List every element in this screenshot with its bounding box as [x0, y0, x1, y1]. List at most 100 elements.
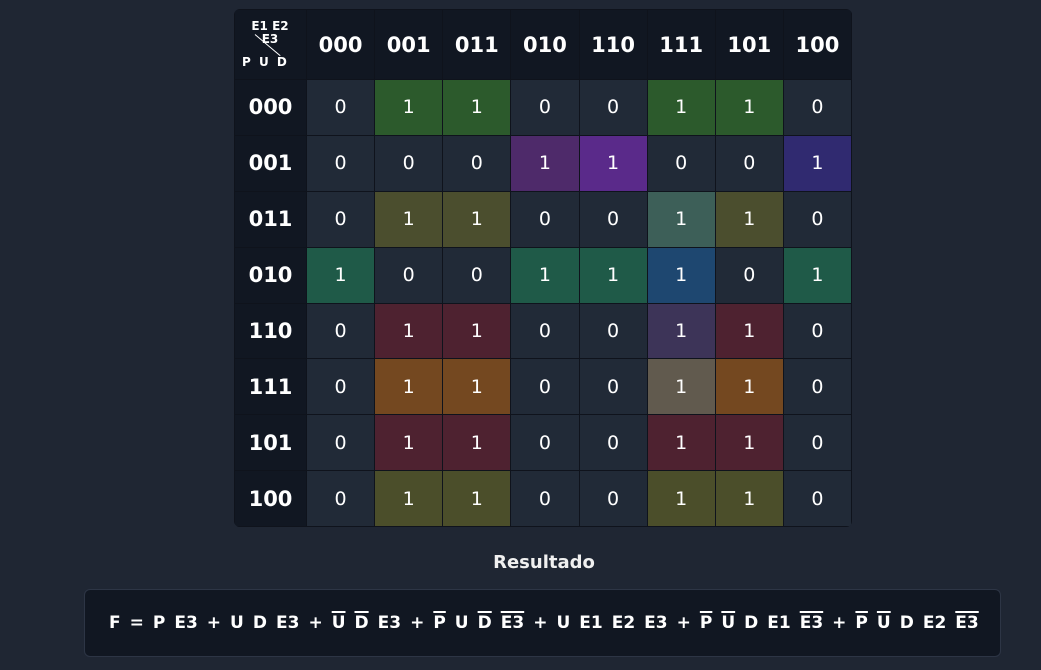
kmap-cell: 1 [646, 246, 716, 304]
kmap-cell: 1 [510, 134, 580, 192]
expression-term: = [129, 613, 144, 633]
expression-term: E2 [611, 613, 636, 633]
karnaugh-map: E1 E2 E3 P U D 000 001 011 010 110 111 101 100 … [234, 9, 852, 527]
kmap-cell: 1 [510, 246, 580, 304]
kmap-cell: 1 [442, 414, 512, 472]
negated-term: D [477, 613, 492, 633]
expression-term: + [410, 613, 425, 633]
expression-term: E3 [174, 613, 198, 633]
kmap-cell: 0 [510, 79, 580, 136]
column-header: 110 [578, 9, 648, 80]
kmap-cell: 0 [578, 414, 648, 472]
karnaugh-body: 000 0 1 1 0 0 1 1 0 001 0 0 0 1 1 0 0 1 011 0 1 1 0 0 1 1 0 010 1 0 0 1… [234, 79, 852, 527]
kmap-cell: 0 [646, 134, 716, 192]
kmap-cell: 0 [714, 134, 784, 192]
kmap-cell: 0 [578, 302, 648, 360]
row-header: 100 [234, 470, 307, 527]
expression-term: D [252, 613, 267, 633]
kmap-cell: 1 [646, 470, 716, 527]
kmap-cell: 1 [714, 79, 784, 136]
kmap-cell: 0 [714, 246, 784, 304]
kmap-cell: 1 [714, 190, 784, 248]
kmap-row: 111 0 1 1 0 0 1 1 0 [234, 358, 852, 416]
kmap-cell: 0 [305, 134, 376, 192]
kmap-cell: 0 [782, 79, 852, 136]
kmap-cell: 1 [714, 470, 784, 527]
kmap-cell: 0 [305, 79, 376, 136]
kmap-cell: 1 [442, 302, 512, 360]
kmap-cell: 1 [578, 134, 648, 192]
kmap-cell: 1 [646, 79, 716, 136]
kmap-cell: 1 [374, 190, 444, 248]
kmap-cell: 0 [305, 358, 376, 416]
kmap-cell: 1 [442, 470, 512, 527]
kmap-cell: 0 [374, 246, 444, 304]
corner-header: E1 E2 E3 P U D [234, 9, 307, 80]
negated-term: E3 [955, 613, 979, 633]
kmap-cell: 1 [305, 246, 376, 304]
corner-column-variables: E1 E2 E3 [251, 19, 289, 46]
kmap-row: 010 1 0 0 1 1 1 0 1 [234, 246, 852, 304]
negated-term: E3 [500, 613, 525, 633]
expression-term: P [152, 613, 166, 633]
kmap-cell: 1 [646, 190, 716, 248]
column-header: 011 [442, 9, 512, 80]
kmap-cell: 0 [305, 470, 376, 527]
kmap-cell: 0 [782, 358, 852, 416]
kmap-cell: 0 [442, 134, 512, 192]
kmap-cell: 0 [578, 190, 648, 248]
kmap-cell: 0 [305, 190, 376, 248]
expression-term: U [556, 613, 571, 633]
expression-term: E1 [579, 613, 603, 633]
kmap-row: 110 0 1 1 0 0 1 1 0 [234, 302, 852, 360]
kmap-cell: 1 [374, 302, 444, 360]
kmap-cell: 1 [646, 302, 716, 360]
kmap-cell: 1 [782, 134, 852, 192]
kmap-cell: 0 [305, 302, 376, 360]
row-header: 000 [234, 79, 307, 136]
kmap-cell: 0 [782, 302, 852, 360]
negated-term: U [876, 613, 891, 633]
expression-term: D [899, 613, 914, 633]
negated-term: U [721, 613, 736, 633]
expression-term: U [454, 613, 469, 633]
kmap-cell: 1 [714, 302, 784, 360]
column-header: 010 [510, 9, 580, 80]
column-header-row: E1 E2 E3 P U D 000 001 011 010 110 111 101 100 [234, 9, 852, 80]
expression-term: E3 [377, 613, 402, 633]
expression-term: E2 [922, 613, 947, 633]
expression-term: + [206, 613, 222, 633]
column-header: 100 [782, 9, 852, 80]
kmap-cell: 1 [374, 470, 444, 527]
expression-term: + [533, 613, 548, 633]
kmap-cell: 0 [510, 190, 580, 248]
kmap-cell: 1 [782, 246, 852, 304]
kmap-cell: 1 [646, 358, 716, 416]
expression-term: E3 [644, 613, 668, 633]
kmap-row: 100 0 1 1 0 0 1 1 0 [234, 470, 852, 527]
kmap-row: 011 0 1 1 0 0 1 1 0 [234, 190, 852, 248]
row-header: 010 [234, 246, 307, 304]
expression-term: F [109, 613, 121, 633]
kmap-cell: 0 [510, 470, 580, 527]
column-header: 000 [305, 9, 376, 80]
row-header: 111 [234, 358, 307, 416]
expression-term: + [676, 613, 691, 633]
expression-term: U [230, 613, 244, 633]
kmap-cell: 1 [714, 414, 784, 472]
row-header: 101 [234, 414, 307, 472]
negated-term: U [331, 613, 346, 633]
kmap-cell: 0 [374, 134, 444, 192]
kmap-cell: 1 [578, 246, 648, 304]
negated-term: D [354, 613, 369, 633]
kmap-cell: 1 [374, 79, 444, 136]
corner-row-variables: P U D [242, 55, 289, 69]
result-title: Resultado [493, 552, 595, 573]
negated-term: P [855, 613, 868, 633]
negated-term: E3 [799, 613, 824, 633]
kmap-cell: 0 [782, 190, 852, 248]
kmap-row: 101 0 1 1 0 0 1 1 0 [234, 414, 852, 472]
negated-term: P [433, 613, 446, 633]
expression-term: + [832, 613, 847, 633]
result-expression: F = P E3 + U D E3 + U D E3 + P U D E3 + U E1 E2 E3 + P U D E1 E3 + P U… [84, 589, 1001, 657]
